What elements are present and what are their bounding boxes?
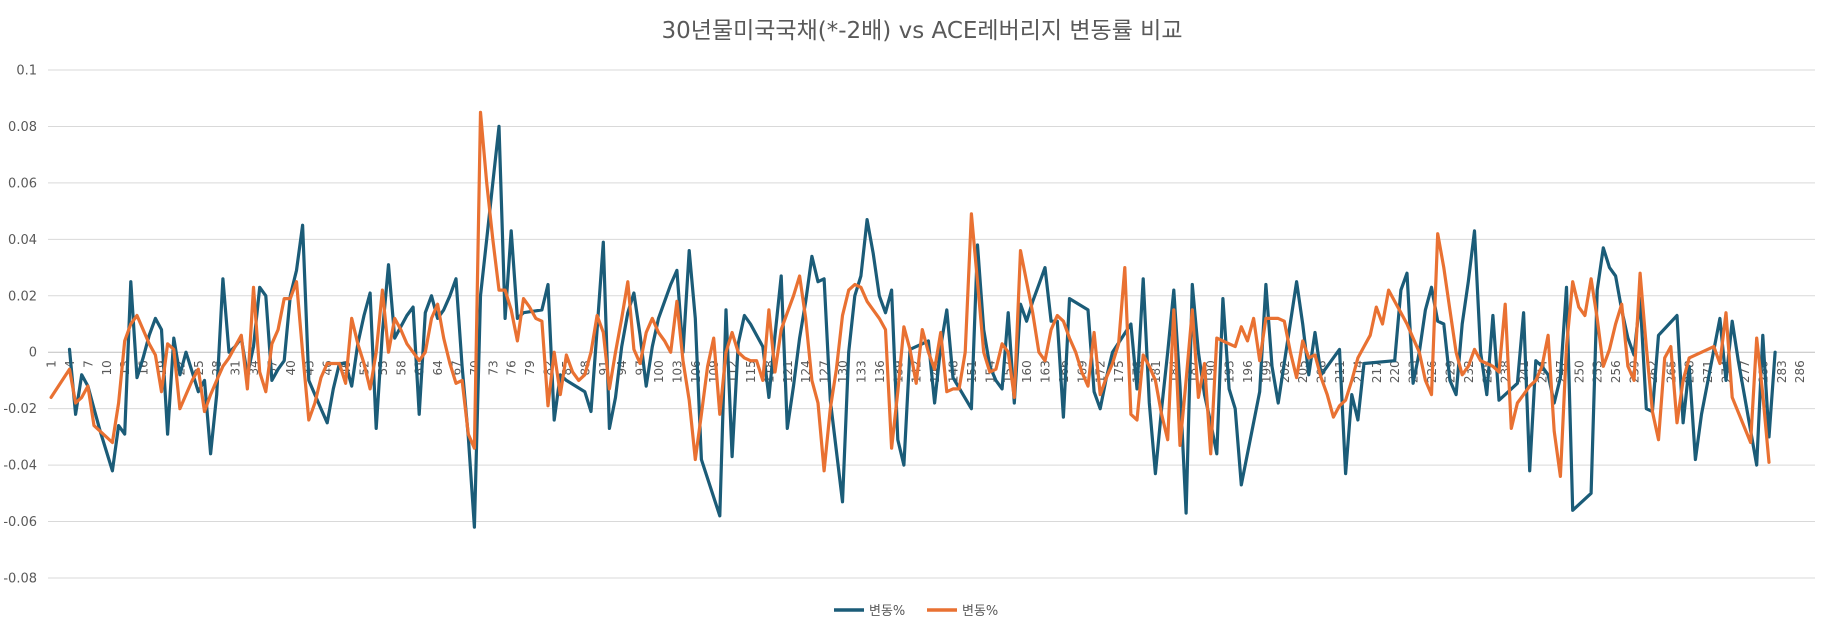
x-tick-label: 217 [1370, 360, 1384, 383]
y-tick-label: 0.08 [8, 120, 37, 135]
x-tick-label: 31 [229, 360, 243, 375]
series-line-2 [49, 110, 1771, 478]
x-tick-label: 232 [1462, 360, 1476, 383]
series-lines [49, 110, 1777, 529]
y-tick-label: 0.02 [8, 289, 37, 304]
legend-label-2: 변동% [962, 604, 998, 619]
y-tick-label: -0.08 [3, 572, 37, 587]
x-tick-label: 58 [394, 360, 408, 375]
legend: 변동% 변동% [834, 604, 998, 619]
x-tick-label: 100 [652, 360, 666, 383]
x-tick-label: 283 [1775, 360, 1789, 383]
x-tick-label: 175 [1112, 360, 1126, 383]
legend-label-1: 변동% [869, 604, 905, 619]
y-tick-label: 0.1 [16, 64, 37, 79]
x-tick-label: 136 [873, 360, 887, 383]
x-tick-label: 115 [744, 360, 758, 383]
y-tick-label: -0.06 [3, 515, 37, 530]
x-tick-label: 103 [670, 360, 684, 383]
x-tick-label: 10 [100, 360, 114, 375]
x-tick-label: 133 [854, 360, 868, 383]
x-tick-label: 163 [1039, 360, 1053, 383]
x-tick-label: 199 [1259, 360, 1273, 383]
x-tick-label: 256 [1609, 360, 1623, 383]
x-tick-label: 286 [1793, 360, 1807, 383]
y-tick-label: 0.06 [8, 176, 37, 191]
x-tick-label: 73 [486, 360, 500, 375]
y-tick-label: -0.04 [3, 459, 37, 474]
x-tick-label: 55 [376, 360, 390, 375]
x-tick-label: 40 [284, 360, 298, 375]
x-tick-label: 196 [1241, 360, 1255, 383]
x-tick-label: 76 [505, 360, 519, 375]
y-tick-label: -0.02 [3, 402, 37, 417]
x-tick-label: 79 [523, 360, 537, 375]
y-axis-tick-labels: 0.1 0.08 0.06 0.04 0.02 0 -0.02 -0.04 -0.06 -0.08 [3, 64, 37, 587]
x-tick-label: 7 [81, 360, 95, 368]
series-line-1 [67, 124, 1777, 529]
y-tick-label: 0 [29, 346, 37, 361]
chart-title: 30년물미국국채(*-2배) vs ACE레버리지 변동률 비교 [662, 18, 1183, 44]
gridlines [48, 69, 1815, 579]
y-tick-label: 0.04 [8, 233, 37, 248]
x-tick-label: 220 [1388, 360, 1402, 383]
x-tick-label: 1 [45, 360, 59, 368]
x-tick-label: 160 [1020, 360, 1034, 383]
x-tick-label: 64 [431, 360, 445, 375]
x-tick-label: 250 [1572, 360, 1586, 383]
x-tick-label: 244 [1535, 360, 1549, 383]
